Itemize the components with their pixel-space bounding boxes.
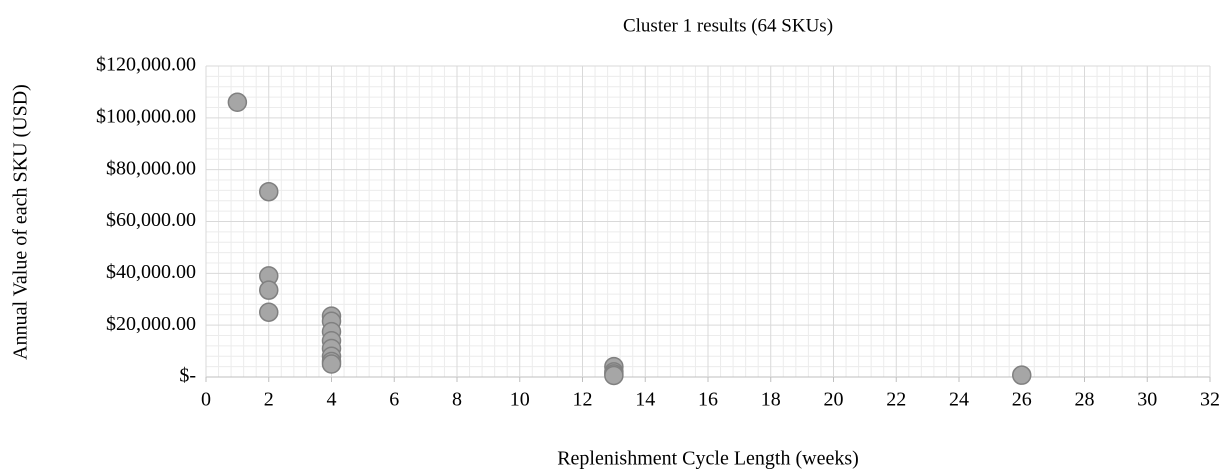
scatter-point (604, 365, 624, 386)
x-tick-label: 14 (635, 389, 655, 411)
x-tick-label: 2 (264, 389, 274, 411)
y-tick-label: $120,000.00 (96, 54, 196, 76)
scatter-point (1012, 365, 1032, 385)
y-tick-label: $- (179, 365, 196, 387)
x-tick-label: 12 (573, 389, 593, 411)
x-tick-label: 32 (1200, 389, 1220, 411)
x-tick-label: 22 (886, 389, 906, 411)
chart-title: Cluster 1 results (64 SKUs) (623, 15, 833, 36)
x-tick-label: 10 (510, 389, 530, 411)
scatter-point (259, 280, 279, 300)
scatter-point (321, 354, 342, 374)
x-axis-label: Replenishment Cycle Length (weeks) (557, 448, 859, 470)
y-tick-label: $20,000.00 (106, 313, 196, 335)
x-tick-label: 0 (201, 389, 211, 411)
y-tick-label: $60,000.00 (106, 209, 196, 231)
x-tick-label: 16 (698, 389, 718, 411)
x-tick-label: 6 (389, 389, 399, 411)
x-tick-label: 4 (327, 389, 337, 411)
scatter-point (227, 92, 248, 113)
x-tick-label: 30 (1137, 389, 1157, 411)
x-tick-label: 20 (824, 389, 844, 411)
x-tick-label: 24 (949, 389, 969, 411)
scatter-point (259, 181, 279, 202)
x-tick-label: 28 (1075, 389, 1095, 411)
x-tick-label: 8 (452, 389, 462, 411)
y-tick-label: $40,000.00 (106, 261, 196, 283)
y-axis-label: Annual Value of each SKU (USD) (10, 84, 32, 360)
y-tick-label: $80,000.00 (106, 157, 196, 179)
y-tick-label: $100,000.00 (96, 105, 196, 127)
x-tick-label: 26 (1012, 389, 1032, 411)
x-tick-label: 18 (761, 389, 781, 411)
scatter-point (259, 302, 279, 322)
